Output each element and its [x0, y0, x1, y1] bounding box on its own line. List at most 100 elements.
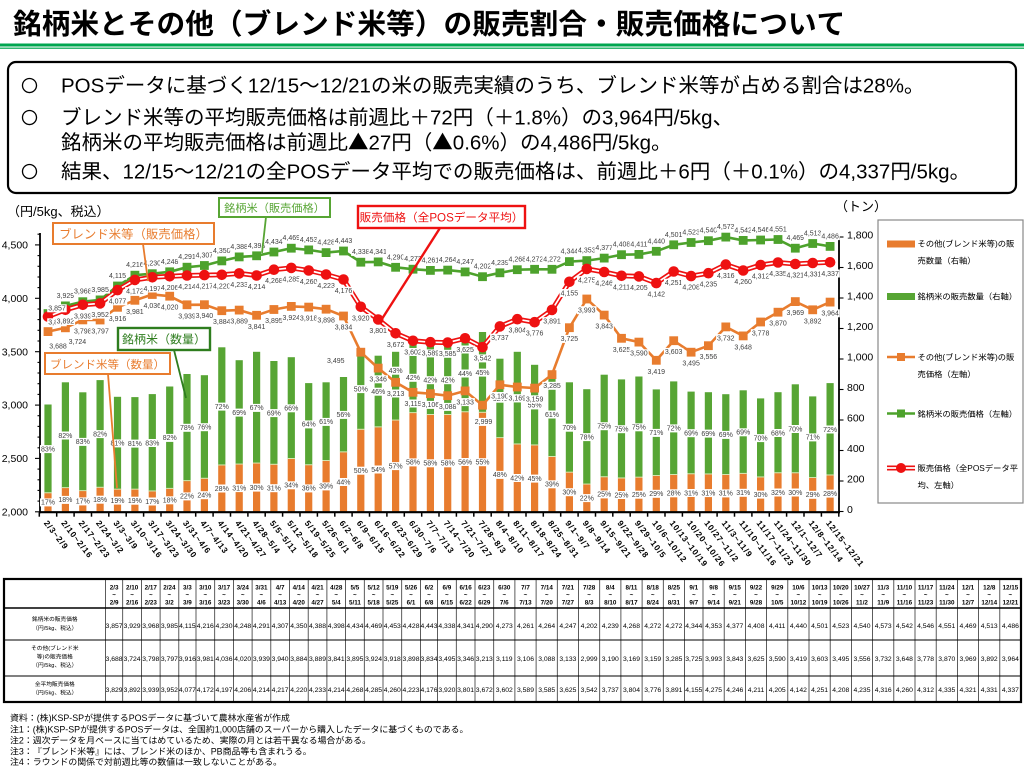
svg-text:~: ~ [903, 592, 907, 599]
svg-text:3,968: 3,968 [142, 623, 159, 630]
svg-text:4,338: 4,338 [438, 623, 455, 630]
svg-text:10/27: 10/27 [854, 585, 870, 592]
svg-text:4,469: 4,469 [959, 623, 976, 630]
svg-text:4,353: 4,353 [705, 623, 722, 630]
svg-text:~: ~ [733, 592, 737, 599]
svg-text:4,036: 4,036 [215, 656, 232, 663]
svg-text:9/22: 9/22 [750, 585, 763, 592]
svg-text:11/9: 11/9 [877, 600, 889, 607]
svg-text:~: ~ [409, 592, 413, 599]
svg-text:): ) [995, 352, 998, 362]
svg-text:3,648: 3,648 [896, 656, 913, 663]
svg-text:9/14: 9/14 [707, 600, 720, 607]
svg-text:~: ~ [353, 592, 357, 599]
svg-text:4,261: 4,261 [422, 257, 440, 264]
svg-text:3,993: 3,993 [578, 308, 596, 315]
svg-text:4,233: 4,233 [309, 687, 326, 694]
svg-text:4,285: 4,285 [283, 276, 301, 283]
svg-text:3,804: 3,804 [623, 687, 640, 694]
svg-text:18%: 18% [58, 497, 72, 504]
svg-text:3/23: 3/23 [218, 600, 231, 607]
svg-text:3,834: 3,834 [420, 656, 437, 663]
svg-text:4,142: 4,142 [790, 687, 807, 694]
svg-text:4,350: 4,350 [213, 248, 231, 255]
svg-text:69%: 69% [267, 410, 281, 417]
svg-text:7/13: 7/13 [519, 600, 532, 607]
svg-text:17%: 17% [41, 500, 55, 507]
svg-text:56%: 56% [336, 412, 350, 419]
svg-text:4,398: 4,398 [248, 243, 266, 250]
svg-text:28%: 28% [215, 486, 229, 493]
svg-text:POS: POS [61, 75, 104, 98]
svg-text:45%: 45% [528, 476, 542, 483]
svg-text:4,217: 4,217 [272, 687, 289, 694]
svg-text:3,843: 3,843 [595, 324, 613, 331]
svg-text:3,213: 3,213 [476, 656, 493, 663]
svg-text:69%: 69% [719, 432, 733, 439]
svg-text:4,434: 4,434 [346, 623, 363, 630]
svg-text:58%: 58% [406, 460, 420, 467]
svg-text:3,724: 3,724 [124, 656, 141, 663]
svg-text:75%: 75% [614, 427, 628, 434]
svg-text:3,589: 3,589 [422, 351, 440, 358]
svg-text:3,495: 3,495 [327, 358, 345, 365]
svg-text:3,625: 3,625 [456, 347, 474, 354]
svg-text:3,133: 3,133 [456, 399, 474, 406]
svg-text:31%: 31% [701, 490, 715, 497]
svg-text:4,205: 4,205 [769, 687, 786, 694]
svg-text:3/17: 3/17 [218, 585, 231, 592]
svg-text:70%: 70% [788, 426, 802, 433]
svg-text:39%: 39% [319, 484, 333, 491]
svg-text:4,036: 4,036 [144, 303, 162, 310]
svg-text:4,408: 4,408 [613, 242, 631, 249]
svg-text:4,220: 4,220 [213, 283, 231, 290]
svg-text:3,732: 3,732 [875, 656, 892, 663]
svg-text:4,176: 4,176 [335, 288, 353, 295]
svg-text:4,377: 4,377 [726, 623, 743, 630]
svg-text:6/30: 6/30 [498, 585, 511, 592]
svg-text:4,268: 4,268 [265, 278, 283, 285]
svg-text:71%: 71% [649, 430, 663, 437]
svg-text:3,169: 3,169 [623, 656, 640, 663]
svg-text:4,337: 4,337 [839, 161, 890, 184]
svg-text:66%: 66% [284, 406, 298, 413]
svg-text:76%: 76% [197, 425, 211, 432]
svg-text:3,589: 3,589 [517, 687, 534, 694]
svg-text:3,841: 3,841 [248, 324, 266, 331]
svg-text:8/18: 8/18 [647, 585, 660, 592]
svg-text:~: ~ [651, 592, 655, 599]
svg-text:~: ~ [587, 592, 591, 599]
svg-text:83%: 83% [76, 439, 90, 446]
svg-text:3,346: 3,346 [457, 656, 474, 663]
svg-text:4,331: 4,331 [804, 272, 822, 279]
svg-text:4,307: 4,307 [196, 253, 214, 260]
svg-text:4,247: 4,247 [559, 623, 576, 630]
svg-text:3,602: 3,602 [404, 349, 422, 356]
svg-text:4,235: 4,235 [853, 687, 870, 694]
svg-text:25%: 25% [614, 492, 628, 499]
svg-text:3/9: 3/9 [183, 600, 192, 607]
svg-text:12/7: 12/7 [962, 600, 975, 607]
svg-text:3,916: 3,916 [109, 316, 127, 323]
svg-text:12/21: 12/21 [194, 161, 245, 184]
svg-text:75%: 75% [597, 424, 611, 431]
svg-text:11/16: 11/16 [897, 600, 913, 607]
svg-text:4,341: 4,341 [457, 623, 474, 630]
svg-text:3,778: 3,778 [917, 656, 934, 663]
svg-text:10/5: 10/5 [771, 600, 784, 607]
svg-text:12/1: 12/1 [962, 585, 975, 592]
svg-text:69%: 69% [232, 410, 246, 417]
svg-text:~: ~ [672, 592, 676, 599]
svg-text:69%: 69% [701, 431, 715, 438]
svg-text:4,546: 4,546 [752, 227, 770, 234]
svg-text:42%: 42% [406, 375, 420, 382]
svg-text:82%: 82% [58, 433, 72, 440]
svg-text:~: ~ [222, 592, 226, 599]
svg-text:12/14: 12/14 [981, 600, 997, 607]
svg-text:3,119: 3,119 [405, 401, 422, 408]
svg-text:~: ~ [372, 592, 376, 599]
svg-text:4,285: 4,285 [365, 687, 382, 694]
svg-text:7/14: 7/14 [541, 585, 554, 592]
svg-text:8/11: 8/11 [626, 585, 638, 592]
svg-text:69%: 69% [736, 430, 750, 437]
